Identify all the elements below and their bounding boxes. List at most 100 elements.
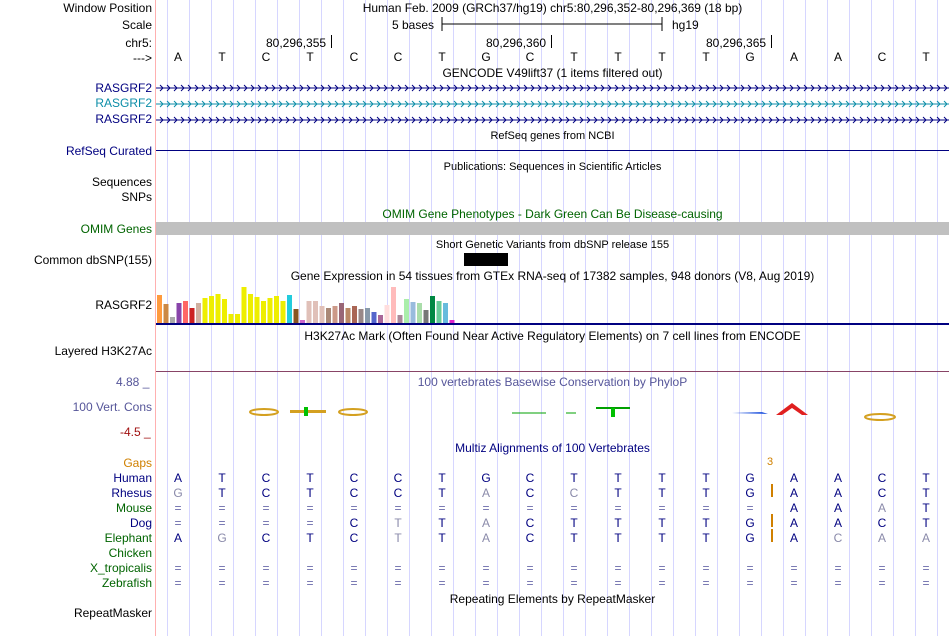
alignment-base: = (614, 561, 622, 575)
gridline (695, 0, 696, 636)
alignment-base: T (614, 516, 622, 530)
alignment-base: T (658, 486, 666, 500)
species-label-x_tropicalis[interactable]: X_tropicalis (89, 561, 152, 575)
refseq-gene-line[interactable] (156, 150, 949, 151)
gtex-bar (157, 295, 162, 323)
gencode-item-label-3[interactable]: RASGRF2 (95, 112, 152, 126)
gencode-transcript-1 (156, 84, 949, 92)
sequence-base: T (702, 50, 710, 64)
gtex-bar (430, 296, 435, 323)
refseq-title[interactable]: RefSeq genes from NCBI (490, 130, 615, 142)
h3k27ac-title[interactable]: H3K27Ac Mark (Often Found Near Active Re… (304, 329, 801, 343)
gencode-item-label-1[interactable]: RASGRF2 (95, 81, 152, 95)
gridline (805, 0, 806, 636)
gtex-bar (378, 315, 383, 323)
h3k27ac-label[interactable]: Layered H3K27Ac (54, 344, 152, 358)
alignment-base: T (922, 516, 930, 530)
phylop-glyph-3 (304, 407, 308, 416)
alignment-base: C (525, 531, 535, 545)
alignment-base: = (790, 576, 798, 590)
species-label-elephant[interactable]: Elephant (104, 531, 152, 545)
alignment-base: T (394, 531, 402, 545)
gtex-bar (326, 308, 331, 323)
dbsnp-title[interactable]: Short Genetic Variants from dbSNP releas… (435, 239, 670, 251)
alignment-base: T (702, 471, 710, 485)
publications-title[interactable]: Publications: Sequences in Scientific Ar… (443, 161, 662, 173)
sequence-base: T (438, 50, 446, 64)
species-label-dog[interactable]: Dog (129, 516, 152, 530)
species-label-rhesus[interactable]: Rhesus (111, 486, 152, 500)
pos-tick-2: 80,296,360 (486, 36, 547, 50)
species-label-zebrafish[interactable]: Zebrafish (101, 576, 152, 590)
alignment-base: = (174, 516, 182, 530)
repeatmasker-title[interactable]: Repeating Elements by RepeatMasker (449, 592, 656, 606)
alignment-base: C (349, 531, 359, 545)
gtex-bar-chart[interactable] (156, 284, 949, 326)
gencode-title[interactable]: GENCODE V49lift37 (1 items filtered out) (442, 66, 663, 80)
multiz-title[interactable]: Multiz Alignments of 100 Vertebrates (455, 441, 650, 455)
alignment-base: = (306, 516, 314, 530)
alignment-base: = (614, 501, 622, 515)
omim-phenotype-bar[interactable] (156, 222, 949, 235)
gencode-transcripts[interactable] (156, 80, 949, 128)
alignment-base: A (481, 531, 490, 545)
publications-label-sequences[interactable]: Sequences (91, 175, 152, 189)
alignment-base: T (438, 531, 446, 545)
alignment-base: A (789, 471, 798, 485)
alignment-base: = (570, 501, 578, 515)
dbsnp-label[interactable]: Common dbSNP(155) (33, 253, 152, 267)
alignment-base: A (833, 471, 842, 485)
alignment-base: A (173, 531, 182, 545)
gridline (783, 0, 784, 636)
sequence-base: C (261, 50, 271, 64)
alignment-base: T (438, 471, 446, 485)
species-label-mouse[interactable]: Mouse (115, 501, 152, 515)
refseq-label[interactable]: RefSeq Curated (65, 144, 152, 158)
alignment-base: = (350, 561, 358, 575)
pos-tick-mark-2 (551, 35, 552, 48)
gap-mark-dog (771, 514, 773, 527)
alignment-base: = (262, 516, 270, 530)
gencode-item-label-2[interactable]: RASGRF2 (95, 96, 152, 110)
alignment-base: T (702, 516, 710, 530)
gtex-bar (404, 299, 409, 323)
alignment-base: = (746, 501, 754, 515)
gridline (871, 0, 872, 636)
gtex-bar (222, 299, 227, 323)
alignment-base: = (174, 576, 182, 590)
alignment-base: C (525, 471, 535, 485)
gaps-label[interactable]: Gaps (123, 456, 152, 470)
omim-title[interactable]: OMIM Gene Phenotypes - Dark Green Can Be… (382, 207, 723, 221)
alignment-base: A (833, 516, 842, 530)
gtex-bar (449, 320, 455, 323)
alignment-base: G (745, 531, 755, 545)
omim-label[interactable]: OMIM Genes (80, 222, 152, 236)
gtex-title[interactable]: Gene Expression in 54 tissues from GTEx … (290, 269, 815, 283)
phylop-plot[interactable] (156, 395, 949, 425)
phylop-title[interactable]: 100 vertebrates Basewise Conservation by… (417, 375, 688, 389)
alignment-base: A (173, 471, 182, 485)
alignment-base: = (746, 561, 754, 575)
species-label-human[interactable]: Human (113, 471, 152, 485)
alignment-base: C (393, 471, 403, 485)
publications-label-snps[interactable]: SNPs (121, 190, 152, 204)
alignment-base: T (218, 471, 226, 485)
dbsnp-variant[interactable] (464, 253, 508, 266)
phylop-label[interactable]: 100 Vert. Cons (72, 400, 152, 414)
alignment-base: T (438, 486, 446, 500)
gtex-bar (254, 297, 260, 323)
label-divider (155, 0, 156, 636)
alignment-base: T (922, 486, 930, 500)
gtex-bar (352, 306, 357, 323)
alignment-base: A (789, 486, 798, 500)
alignment-base: = (482, 501, 490, 515)
sequence-base: A (173, 50, 182, 64)
repeatmasker-label[interactable]: RepeatMasker (73, 606, 152, 620)
alignment-base: = (218, 501, 226, 515)
gtex-label[interactable]: RASGRF2 (95, 298, 152, 312)
gap-mark-elephant (771, 529, 773, 542)
species-label-chicken[interactable]: Chicken (108, 546, 152, 560)
sequence-base: C (393, 50, 403, 64)
alignment-base: = (218, 576, 226, 590)
gtex-bar (384, 305, 390, 323)
